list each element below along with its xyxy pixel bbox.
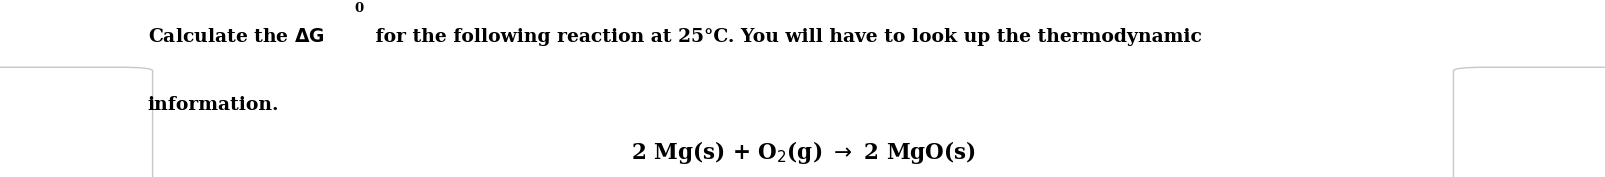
Text: 0: 0 (353, 2, 363, 15)
Text: 2 Mg(s) + O$_2$(g) $\rightarrow$ 2 MgO(s): 2 Mg(s) + O$_2$(g) $\rightarrow$ 2 MgO(s… (631, 139, 974, 166)
Text: for the following reaction at 25°C. You will have to look up the thermodynamic: for the following reaction at 25°C. You … (369, 28, 1201, 47)
Text: Calculate the $\mathbf{\Delta G}$: Calculate the $\mathbf{\Delta G}$ (148, 28, 324, 47)
Text: information.: information. (148, 96, 279, 114)
